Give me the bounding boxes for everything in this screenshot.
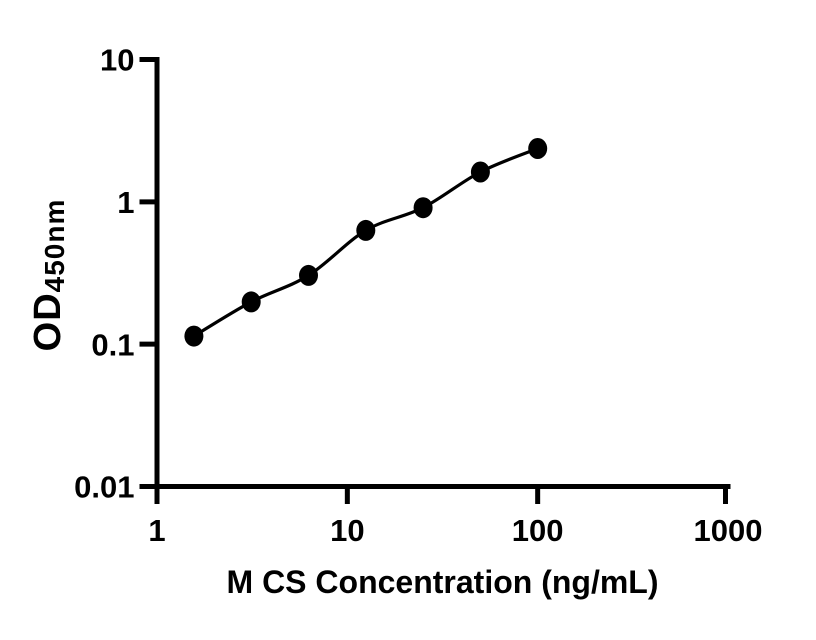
x-tick-label: 10 — [330, 513, 364, 548]
x-tick-label: 1 — [148, 513, 165, 548]
y-axis-title-main: OD — [27, 292, 69, 352]
y-axis-title: OD450nm — [24, 165, 72, 385]
data-point-marker — [299, 264, 318, 286]
y-tick-label: 0.01 — [74, 470, 134, 505]
y-axis-title-subscript: 450nm — [39, 198, 71, 293]
data-point-marker — [184, 325, 204, 347]
data-point-marker — [470, 161, 490, 183]
x-tick-label: 100 — [512, 513, 564, 548]
y-tick-label: 1 — [117, 185, 134, 220]
x-tick-label: 1000 — [694, 513, 763, 548]
data-point-marker — [413, 197, 433, 219]
data-point-marker — [356, 219, 376, 241]
y-tick-label: 0.1 — [91, 327, 134, 362]
y-tick-label: 10 — [100, 43, 134, 78]
data-point-marker — [241, 291, 261, 313]
data-point-marker — [528, 138, 548, 159]
x-axis-title: M CS Concentration (ng/mL) — [226, 564, 659, 600]
